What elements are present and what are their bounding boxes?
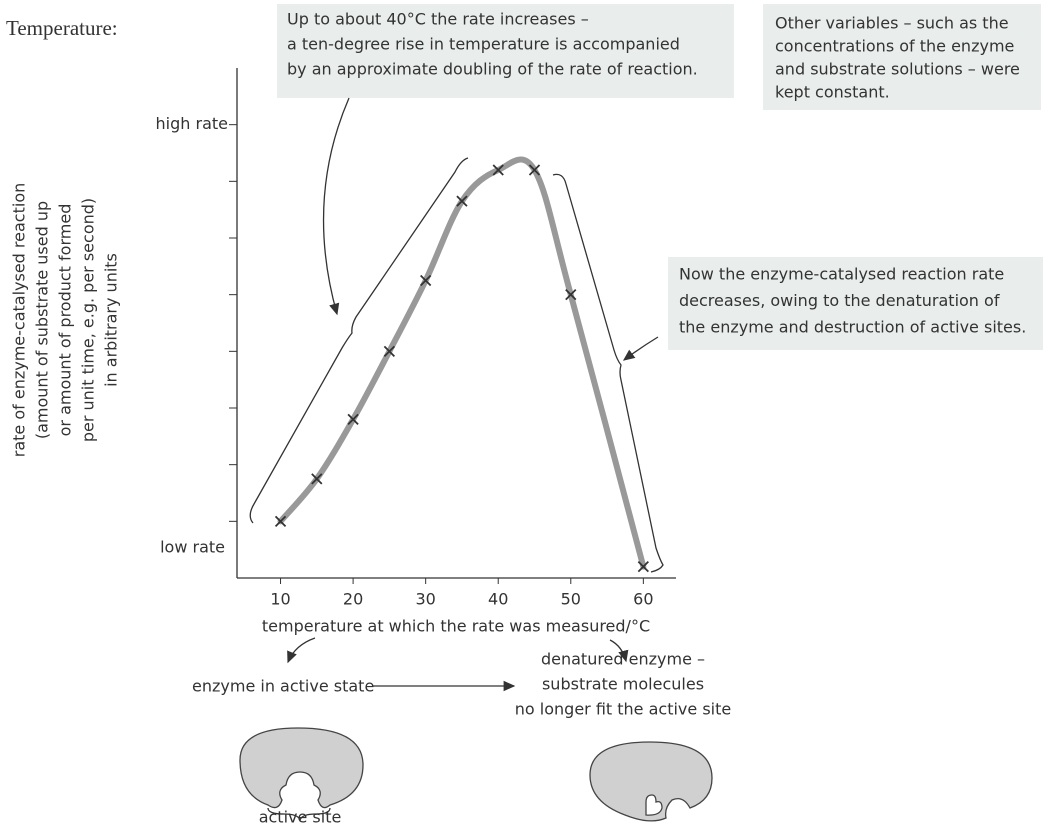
y-axis-label: rate of enzyme-catalysed reaction(amount… [10,183,121,457]
x-tick-label: 60 [633,590,653,609]
brace [250,158,468,523]
active-site-label: active site [259,808,342,827]
denatured-label: substrate molecules [542,675,704,694]
annotation-text: Other variables – such as the [775,14,1009,33]
denatured-enzyme [590,742,712,821]
x-tick-label: 50 [561,590,581,609]
active-enzyme [240,728,363,808]
y-tick-label: high rate [156,114,228,133]
y-axis-label-line: per unit time, e.g. per second) [79,198,98,442]
arrow [624,337,658,360]
annotation-text: Now the enzyme-catalysed reaction rate [679,265,1004,284]
annotation-text: a ten-degree rise in temperature is acco… [287,35,680,54]
annotation-text: by an approximate doubling of the rate o… [287,60,698,79]
annotation-text: decreases, owing to the denaturation of [679,291,1000,310]
y-low-label: low rate [160,538,225,557]
x-tick-label: 10 [270,590,290,609]
annotation-text: kept constant. [775,83,890,102]
arrow [288,638,315,662]
annotation-text: the enzyme and destruction of active sit… [679,318,1026,337]
y-axis-label-line: (amount of substrate used up [33,201,52,439]
denatured-label: denatured enzyme – [541,650,705,669]
arrow [324,98,349,314]
x-tick-label: 40 [488,590,508,609]
active-state-label: enzyme in active state [192,677,374,696]
x-axis-label: temperature at which the rate was measur… [262,617,650,636]
annotation-text: Up to about 40°C the rate increases – [287,10,589,29]
data-line [281,159,644,566]
denatured-label: no longer fit the active site [515,700,731,719]
chart: Temperature: 10 20 30 40 50 60 high rate low ra… [0,0,1043,827]
x-tick-label: 30 [415,590,435,609]
annotation-text: and substrate solutions – were [775,60,1020,79]
annotation-text: concentrations of the enzyme [775,37,1014,56]
x-tick-label: 20 [343,590,363,609]
y-axis-label-line: rate of enzyme-catalysed reaction [10,183,29,457]
y-axis-label-line: or amount of product formed [56,204,75,437]
chart-title: Temperature: [6,16,118,40]
brace [553,174,663,572]
y-axis-label-line: in arbitrary units [102,253,121,387]
